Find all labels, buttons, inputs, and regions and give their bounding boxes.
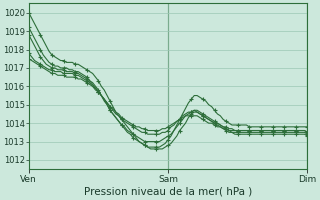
- X-axis label: Pression niveau de la mer( hPa ): Pression niveau de la mer( hPa ): [84, 187, 252, 197]
